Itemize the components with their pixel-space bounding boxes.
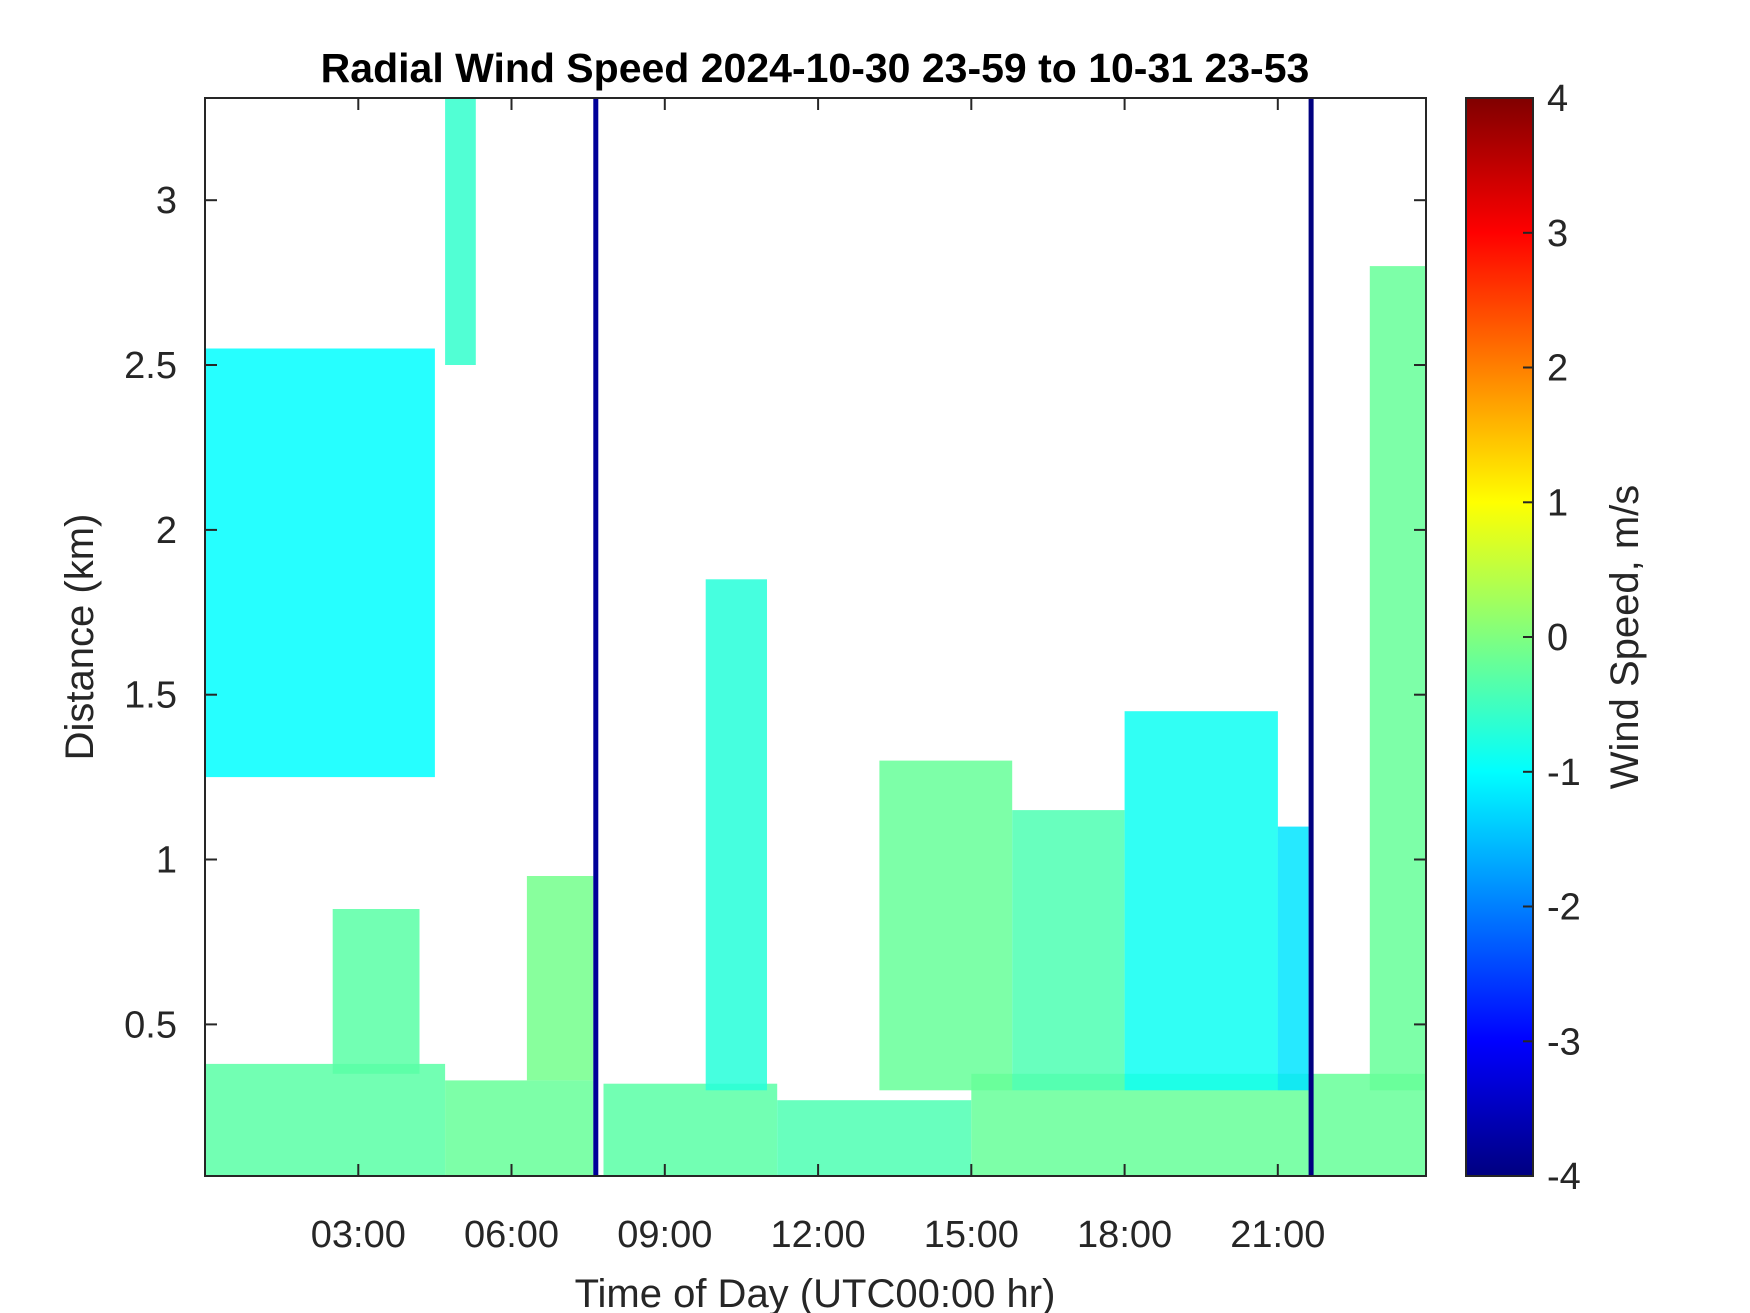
heatmap-region-3 [603, 1083, 778, 1176]
heatmap-region-6 [205, 348, 435, 778]
colorbar-tick-label: -1 [1547, 752, 1581, 794]
x-axis-tick-labels: 03:00 06:00 09:00 12:00 15:00 18:00 21:00 [311, 1214, 1326, 1256]
heatmap-region-15 [1369, 266, 1426, 1091]
x-tick-label: 18:00 [1077, 1214, 1172, 1256]
x-axis-label: Time of Day (UTC00:00 hr) [575, 1272, 1056, 1313]
heatmap-region-7 [445, 98, 476, 365]
heatmap-region-4 [777, 1100, 972, 1176]
heatmap-region-13 [1124, 711, 1278, 1091]
chart-title: Radial Wind Speed 2024-10-30 23-59 to 10… [321, 45, 1310, 91]
heatmap-region-14 [1277, 826, 1309, 1091]
y-tick-label: 1.5 [124, 675, 177, 717]
colorbar-tick-label: -4 [1547, 1156, 1581, 1198]
x-tick-label: 09:00 [617, 1214, 712, 1256]
heatmap-region-5 [971, 1073, 1426, 1176]
heatmap-layer [205, 98, 1426, 1176]
heatmap-region-9 [526, 876, 594, 1081]
heatmap-region-8 [332, 909, 420, 1074]
colorbar-tick-label: 4 [1547, 78, 1568, 120]
y-tick-label: 0.5 [124, 1004, 177, 1046]
colorbar-ticks: 4 3 2 1 0 -1 -2 -3 -4 [1523, 78, 1581, 1198]
plot-frame [204, 97, 1427, 1177]
y-tick-label: 2 [156, 510, 177, 552]
colorbar-tick-label: -2 [1547, 887, 1581, 929]
y-tick-label: 2.5 [124, 345, 177, 387]
x-tick-label: 06:00 [464, 1214, 559, 1256]
colorbar-tick-label: 2 [1547, 348, 1568, 390]
x-tick-label: 12:00 [771, 1214, 866, 1256]
x-tick-label: 15:00 [924, 1214, 1019, 1256]
colorbar-tick-label: 1 [1547, 482, 1568, 524]
low-speed-band-1 [593, 98, 599, 1176]
y-tick-label: 1 [156, 840, 177, 882]
colorbar-tick-label: 0 [1547, 617, 1568, 659]
heatmap-region-11 [879, 760, 1013, 1091]
heatmap-region-10 [705, 579, 767, 1091]
colorbar-tick-label: 3 [1547, 213, 1568, 255]
y-axis-tick-labels: 0.5 1 1.5 2 2.5 3 [124, 180, 177, 1046]
low-speed-band-2 [1308, 98, 1314, 1176]
axis-ticks [205, 98, 1426, 1176]
x-tick-label: 03:00 [311, 1214, 406, 1256]
colorbar [1465, 97, 1534, 1177]
colorbar-label: Wind Speed, m/s [1603, 485, 1647, 790]
x-tick-label: 21:00 [1230, 1214, 1325, 1256]
y-axis-label: Distance (km) [58, 514, 102, 761]
y-tick-label: 3 [156, 180, 177, 222]
heatmap-region-12 [1012, 810, 1125, 1091]
heatmap-region-2 [445, 1080, 594, 1176]
heatmap-region-1 [205, 1063, 446, 1176]
colorbar-tick-label: -3 [1547, 1021, 1581, 1063]
